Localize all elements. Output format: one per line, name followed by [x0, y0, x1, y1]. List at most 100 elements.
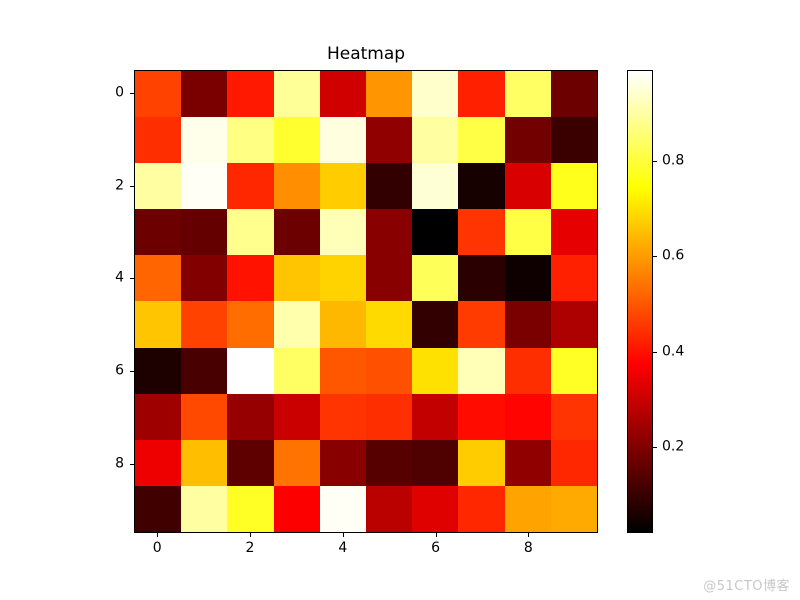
heatmap-cell-r7c1 [181, 393, 228, 440]
heatmap-cell-r7c3 [273, 393, 320, 440]
heatmap-cell-r8c3 [273, 439, 320, 486]
heatmap-cell-r5c2 [227, 301, 274, 348]
heatmap-cell-r8c6 [412, 439, 459, 486]
heatmap-cell-r3c8 [504, 209, 551, 256]
heatmap-cell-r1c1 [181, 117, 228, 164]
heatmap-cell-r1c9 [550, 117, 597, 164]
heatmap-cell-r5c6 [412, 301, 459, 348]
heatmap-cell-r3c2 [227, 209, 274, 256]
heatmap-cell-r4c1 [181, 255, 228, 302]
heatmap-cell-r2c2 [227, 163, 274, 210]
x-tick-mark-2 [250, 533, 251, 537]
heatmap-cell-r7c5 [366, 393, 413, 440]
heatmap-cell-r2c6 [412, 163, 459, 210]
heatmap-cell-r7c4 [319, 393, 366, 440]
heatmap-cell-r7c9 [550, 393, 597, 440]
heatmap-cell-r0c0 [135, 71, 182, 118]
heatmap-cell-r5c3 [273, 301, 320, 348]
colorbar-tick-mark-0.2 [653, 447, 657, 449]
colorbar-tick-label-0.2: 0.2 [662, 438, 685, 455]
x-tick-label-6: 6 [431, 540, 441, 556]
heatmap-cell-r9c7 [458, 485, 505, 532]
colorbar-ticks: 0.2 0.4 0.6 0.8 [653, 70, 713, 533]
heatmap-cell-r2c0 [135, 163, 182, 210]
heatmap-cell-r2c8 [504, 163, 551, 210]
x-tick-mark-0 [157, 533, 159, 537]
heatmap-cell-r9c8 [504, 485, 551, 532]
heatmap-cell-r8c7 [458, 439, 505, 486]
heatmap-plot [134, 70, 598, 533]
y-tick-label-0: 0 [115, 84, 124, 101]
heatmap-cell-r0c3 [273, 71, 320, 118]
heatmap-cell-r4c2 [227, 255, 274, 302]
heatmap-cell-r0c5 [366, 71, 413, 118]
heatmap-cell-r1c4 [319, 117, 366, 164]
heatmap-cell-r4c5 [366, 255, 413, 302]
heatmap-cell-r3c3 [273, 209, 320, 256]
heatmap-cell-r4c7 [458, 255, 505, 302]
colorbar-tick-mark-0.8 [653, 160, 657, 162]
heatmap-cell-r9c2 [227, 485, 274, 532]
heatmap-cell-r5c1 [181, 301, 228, 348]
heatmap-cell-r3c6 [412, 209, 459, 256]
x-tick-label-8: 8 [523, 540, 533, 556]
heatmap-cell-r0c8 [504, 71, 551, 118]
y-axis-ticks: 0 2 4 6 8 [90, 70, 134, 533]
colorbar [627, 70, 653, 533]
y-tick-label-6: 6 [115, 362, 124, 379]
y-tick-label-2: 2 [115, 177, 124, 194]
heatmap-cell-r6c3 [273, 347, 320, 394]
heatmap-cell-r2c4 [319, 163, 366, 210]
heatmap-cell-r5c5 [366, 301, 413, 348]
watermark: @51CTO博客 [703, 579, 790, 594]
colorbar-tick-mark-0.6 [653, 256, 657, 258]
heatmap-cell-r6c2 [227, 347, 274, 394]
heatmap-cell-r2c7 [458, 163, 505, 210]
heatmap-cell-r4c9 [550, 255, 597, 302]
x-tick-mark-6 [435, 533, 437, 537]
heatmap-cell-r8c2 [227, 439, 274, 486]
heatmap-cell-r9c5 [366, 485, 413, 532]
heatmap-cell-r2c3 [273, 163, 320, 210]
y-tick-mark-0 [130, 93, 134, 95]
y-tick-mark-2 [130, 185, 134, 187]
y-tick-mark-4 [130, 278, 134, 280]
heatmap-cell-r7c8 [504, 393, 551, 440]
x-tick-mark-8 [528, 533, 530, 537]
heatmap-cell-r8c8 [504, 439, 551, 486]
x-tick-label-2: 2 [245, 540, 255, 556]
y-tick-label-8: 8 [115, 455, 124, 472]
heatmap-grid [135, 71, 597, 532]
x-axis-ticks: 0 2 4 6 8 [134, 533, 598, 563]
heatmap-cell-r4c3 [273, 255, 320, 302]
heatmap-cell-r8c4 [319, 439, 366, 486]
x-tick-mark-4 [342, 533, 344, 537]
heatmap-cell-r4c6 [412, 255, 459, 302]
heatmap-cell-r1c7 [458, 117, 505, 164]
heatmap-cell-r6c8 [504, 347, 551, 394]
heatmap-cell-r3c9 [550, 209, 597, 256]
heatmap-cell-r0c9 [550, 71, 597, 118]
heatmap-cell-r2c1 [181, 163, 228, 210]
heatmap-cell-r3c7 [458, 209, 505, 256]
heatmap-cell-r6c7 [458, 347, 505, 394]
colorbar-tick-label-0.8: 0.8 [662, 152, 685, 169]
heatmap-cell-r5c4 [319, 301, 366, 348]
heatmap-cell-r9c3 [273, 485, 320, 532]
heatmap-cell-r1c2 [227, 117, 274, 164]
heatmap-cell-r1c0 [135, 117, 182, 164]
heatmap-cell-r6c6 [412, 347, 459, 394]
heatmap-cell-r1c8 [504, 117, 551, 164]
heatmap-cell-r0c2 [227, 71, 274, 118]
heatmap-cell-r7c0 [135, 393, 182, 440]
heatmap-cell-r0c7 [458, 71, 505, 118]
heatmap-cell-r6c4 [319, 347, 366, 394]
y-tick-label-4: 4 [115, 270, 124, 287]
heatmap-cell-r0c6 [412, 71, 459, 118]
heatmap-cell-r4c0 [135, 255, 182, 302]
heatmap-cell-r0c1 [181, 71, 228, 118]
heatmap-cell-r5c0 [135, 301, 182, 348]
heatmap-cell-r6c0 [135, 347, 182, 394]
y-tick-mark-6 [130, 370, 134, 372]
